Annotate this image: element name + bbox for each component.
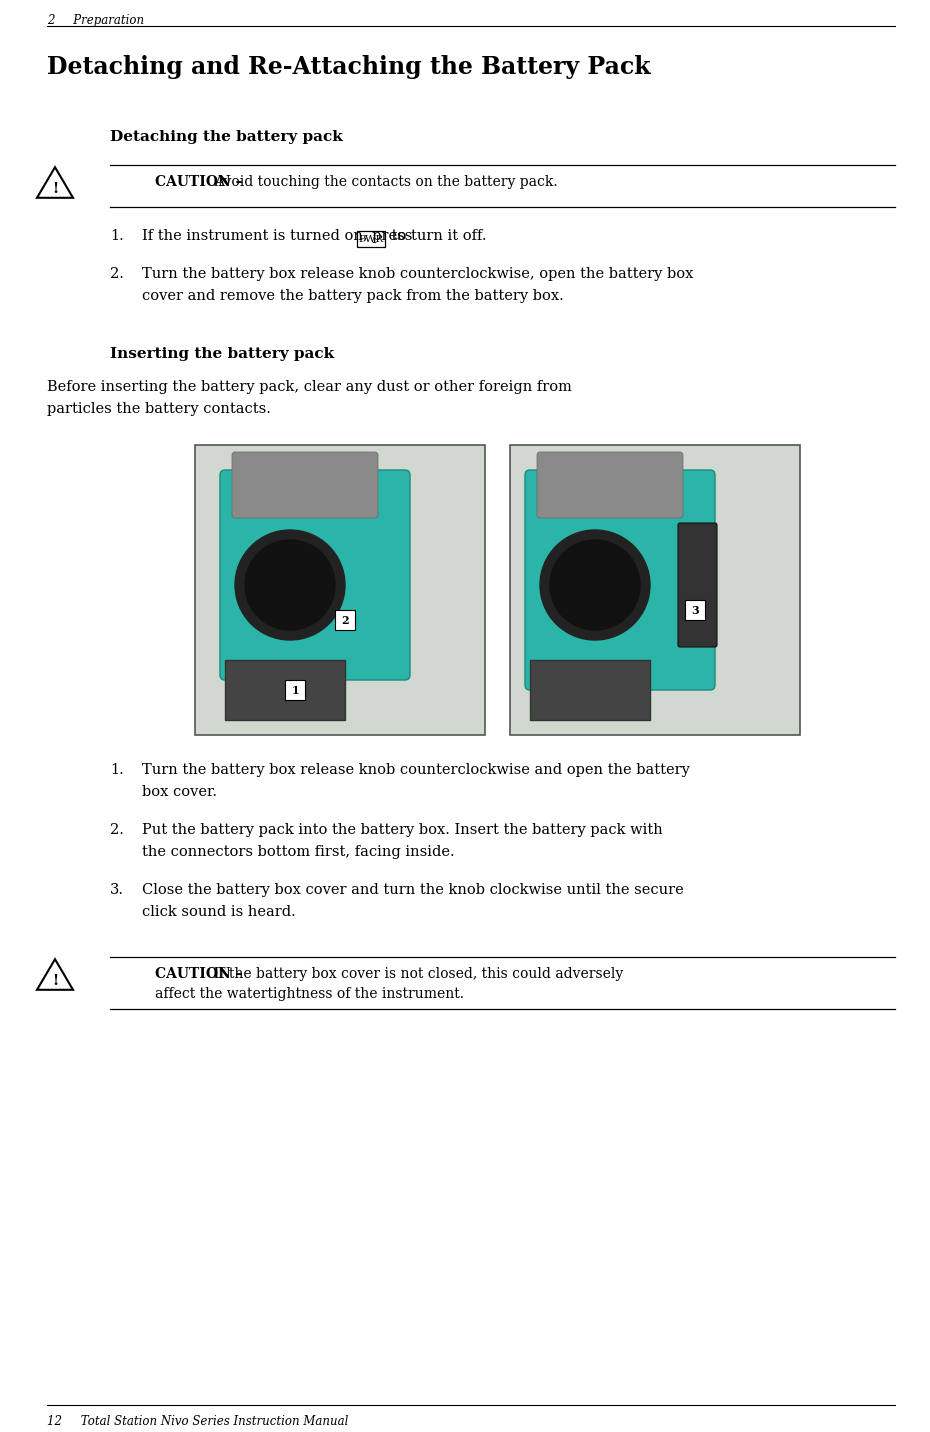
Circle shape: [550, 540, 640, 630]
Circle shape: [235, 530, 345, 640]
Text: 1.: 1.: [110, 763, 124, 778]
Bar: [335, 610, 355, 630]
Text: the connectors bottom first, facing inside.: the connectors bottom first, facing insi…: [142, 845, 455, 859]
Text: If the battery box cover is not closed, this could adversely: If the battery box cover is not closed, …: [214, 967, 623, 981]
FancyBboxPatch shape: [220, 470, 410, 680]
Bar: [285, 680, 305, 700]
Text: 2: 2: [341, 614, 349, 626]
Text: Detaching and Re-Attaching the Battery Pack: Detaching and Re-Attaching the Battery P…: [47, 54, 651, 79]
Bar: [530, 660, 650, 720]
Bar: [357, 231, 385, 246]
FancyBboxPatch shape: [678, 523, 717, 647]
Text: !: !: [52, 974, 58, 988]
Text: CAUTION –: CAUTION –: [155, 175, 247, 189]
Text: Close the battery box cover and turn the knob clockwise until the secure: Close the battery box cover and turn the…: [142, 884, 684, 896]
Text: Before inserting the battery pack, clear any dust or other foreign from: Before inserting the battery pack, clear…: [47, 379, 572, 394]
Text: Detaching the battery pack: Detaching the battery pack: [110, 130, 343, 145]
Circle shape: [540, 530, 650, 640]
Text: 12     Total Station Nivo Series Instruction Manual: 12 Total Station Nivo Series Instruction…: [47, 1415, 349, 1428]
Text: 3.: 3.: [110, 884, 124, 896]
Text: Inserting the battery pack: Inserting the battery pack: [110, 347, 334, 361]
Text: !: !: [52, 182, 58, 196]
FancyBboxPatch shape: [537, 453, 683, 518]
Text: 3: 3: [691, 604, 698, 616]
Text: particles the battery contacts.: particles the battery contacts.: [47, 402, 271, 417]
Text: 1: 1: [291, 684, 299, 696]
Bar: [225, 660, 345, 720]
Text: Put the battery pack into the battery box. Insert the battery pack with: Put the battery pack into the battery bo…: [142, 823, 663, 836]
FancyBboxPatch shape: [525, 470, 715, 690]
Text: CAUTION –: CAUTION –: [155, 967, 247, 981]
Text: Avoid touching the contacts on the battery pack.: Avoid touching the contacts on the batte…: [214, 175, 558, 189]
Text: 1.: 1.: [110, 229, 124, 243]
Text: box cover.: box cover.: [142, 785, 217, 799]
Text: PWR: PWR: [358, 235, 383, 243]
Bar: [510, 445, 800, 735]
Text: cover and remove the battery pack from the battery box.: cover and remove the battery pack from t…: [142, 289, 564, 304]
Text: Turn the battery box release knob counterclockwise and open the battery: Turn the battery box release knob counte…: [142, 763, 690, 778]
Text: 2.: 2.: [110, 823, 124, 836]
Circle shape: [245, 540, 335, 630]
Bar: [195, 445, 485, 735]
Text: 2.: 2.: [110, 266, 124, 281]
FancyBboxPatch shape: [232, 453, 378, 518]
Text: affect the watertightness of the instrument.: affect the watertightness of the instrum…: [155, 987, 464, 1001]
Bar: [685, 600, 705, 620]
Text: Turn the battery box release knob counterclockwise, open the battery box: Turn the battery box release knob counte…: [142, 266, 694, 281]
Text: If the instrument is turned on, press: If the instrument is turned on, press: [142, 229, 417, 243]
Text: 2     Preparation: 2 Preparation: [47, 14, 144, 27]
Text: to turn it off.: to turn it off.: [387, 229, 486, 243]
Text: click sound is heard.: click sound is heard.: [142, 905, 296, 919]
